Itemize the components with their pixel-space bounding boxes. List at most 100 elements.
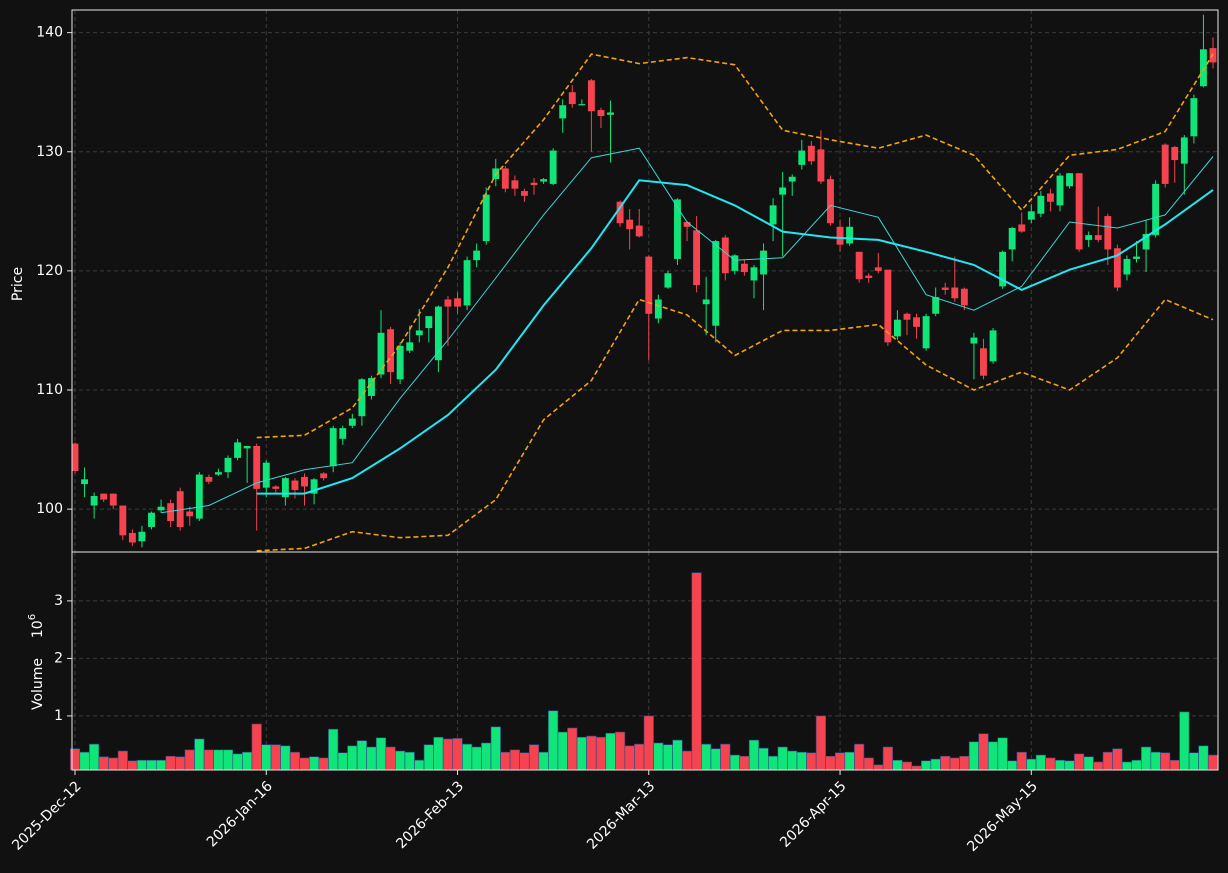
offset-exponent: 6: [27, 614, 38, 620]
candle-body: [578, 104, 586, 106]
volume-bar: [576, 736, 587, 771]
candle-body: [1046, 193, 1054, 202]
volume-bar: [643, 715, 654, 771]
candle-body: [1075, 173, 1083, 250]
candle-body: [731, 255, 739, 271]
candle-body: [760, 250, 767, 275]
volume-bar: [978, 733, 989, 771]
volume-bar: [787, 750, 798, 771]
volume-bar: [959, 755, 970, 771]
volume-bar: [662, 744, 673, 771]
candle-body: [1094, 235, 1102, 240]
volume-bar: [155, 759, 167, 771]
candle-body: [932, 297, 940, 314]
volume-bar: [261, 744, 272, 771]
candle-body: [368, 378, 375, 396]
volume-bar: [328, 728, 339, 771]
volume-bar: [232, 753, 243, 771]
candle-body: [454, 298, 461, 307]
candle-body: [702, 299, 710, 305]
volume-bar: [892, 759, 903, 771]
y-tick-label: 110: [36, 382, 63, 398]
volume-bar: [595, 736, 607, 771]
overlay-line: [256, 179, 1214, 495]
volume-bar: [1083, 756, 1094, 771]
candle-body: [980, 348, 987, 376]
candle-body: [769, 205, 777, 225]
volume-bar: [270, 744, 281, 771]
candle-body: [1018, 224, 1026, 232]
volume-bar: [1207, 754, 1219, 771]
candle-body: [463, 260, 471, 306]
candle-body: [521, 191, 528, 196]
volume-bar: [1064, 760, 1075, 771]
candle-body: [884, 269, 892, 343]
volume-bar: [222, 749, 234, 771]
candle-body: [377, 332, 385, 375]
candle-body: [951, 287, 959, 299]
volume-bar: [194, 738, 205, 771]
candle-body: [530, 182, 538, 186]
y-tick-label: 120: [36, 263, 63, 279]
candle-body: [712, 241, 720, 326]
candle-body: [167, 503, 175, 522]
volume-bar: [930, 758, 941, 771]
volume-bar: [949, 757, 960, 771]
volume-bar: [1198, 745, 1209, 771]
candle-body: [1190, 98, 1198, 137]
candle-body: [836, 226, 844, 245]
candle-body: [549, 150, 557, 184]
volume-bar: [1150, 751, 1161, 771]
overlay-line: [256, 53, 1214, 439]
candle-body: [540, 179, 548, 182]
volume-bar: [729, 754, 740, 771]
candle-body: [425, 316, 433, 329]
candle-body: [1123, 258, 1131, 275]
candle-body: [434, 306, 442, 361]
candle-body: [301, 476, 308, 487]
volume-bar: [681, 750, 693, 771]
candle-body: [616, 201, 624, 224]
candle-body: [568, 92, 576, 105]
candle-body: [1152, 183, 1160, 236]
candle-body: [855, 251, 863, 280]
volume-bar: [815, 715, 826, 771]
volume-bar: [1112, 748, 1123, 771]
volume-bar: [490, 726, 501, 771]
candle-body: [941, 287, 949, 290]
volume-bar: [280, 745, 291, 771]
volume-bar: [634, 743, 645, 771]
candle-body: [1066, 173, 1073, 187]
volume-bar: [987, 741, 999, 771]
volume-bar: [548, 710, 559, 771]
volume-bar: [710, 748, 721, 771]
volume-bar: [1035, 754, 1046, 771]
y-tick-label: 2: [54, 650, 63, 666]
volume-bar: [385, 746, 396, 771]
volume-bar: [423, 744, 434, 771]
volume-bar: [921, 760, 932, 771]
volume-bar: [165, 755, 176, 771]
candle-body: [960, 288, 968, 306]
volume-bar: [79, 751, 90, 771]
volume-bar: [117, 750, 128, 771]
volume-bar: [414, 759, 425, 771]
volume-bar: [203, 749, 214, 771]
volume-bar: [901, 761, 913, 771]
candle-body: [348, 418, 356, 426]
candle-body: [587, 80, 595, 112]
candle-body: [893, 319, 901, 337]
overlay-line: [256, 298, 1214, 552]
volume-axis-label: Volume: [30, 658, 46, 710]
candle-body: [387, 329, 395, 373]
volume-bar: [863, 757, 874, 771]
candle-body: [1199, 49, 1207, 87]
volume-bar: [1121, 761, 1133, 771]
candle-body: [999, 251, 1007, 287]
volume-bar: [720, 743, 731, 771]
volume-bar: [509, 749, 520, 771]
candle-body: [683, 222, 691, 227]
y-tick-label: 100: [36, 501, 63, 517]
candle-body: [989, 330, 997, 362]
volume-bar: [1045, 757, 1056, 771]
